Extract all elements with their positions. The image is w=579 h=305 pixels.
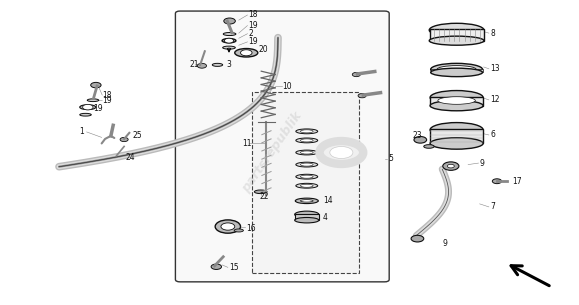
Text: 1: 1: [79, 127, 84, 136]
Ellipse shape: [438, 97, 475, 104]
Bar: [295, 214, 319, 220]
Circle shape: [443, 162, 459, 170]
Ellipse shape: [301, 151, 313, 154]
Ellipse shape: [431, 68, 482, 77]
Circle shape: [91, 82, 101, 88]
Ellipse shape: [87, 99, 99, 102]
Text: 9: 9: [479, 159, 485, 167]
Text: 18: 18: [102, 91, 112, 99]
Ellipse shape: [296, 138, 318, 143]
Ellipse shape: [301, 200, 313, 202]
Ellipse shape: [295, 198, 318, 203]
Text: 20: 20: [258, 45, 268, 54]
Text: 2: 2: [248, 29, 253, 38]
Text: 21: 21: [190, 60, 199, 69]
Ellipse shape: [296, 150, 318, 155]
Circle shape: [83, 104, 93, 110]
Text: 17: 17: [512, 177, 522, 186]
Ellipse shape: [429, 23, 484, 37]
Ellipse shape: [431, 63, 482, 75]
Text: 19: 19: [248, 21, 258, 30]
Text: 19: 19: [94, 104, 103, 113]
Circle shape: [221, 223, 234, 230]
Ellipse shape: [80, 105, 96, 109]
Text: 10: 10: [283, 81, 292, 91]
Text: 12: 12: [490, 95, 500, 104]
Ellipse shape: [212, 63, 223, 66]
Ellipse shape: [430, 101, 483, 111]
Text: 16: 16: [246, 224, 256, 232]
Text: 15: 15: [229, 264, 239, 272]
Circle shape: [225, 38, 233, 43]
Ellipse shape: [296, 183, 318, 188]
Text: 19: 19: [102, 96, 112, 105]
Text: 23: 23: [412, 131, 422, 140]
Ellipse shape: [301, 175, 313, 178]
Circle shape: [358, 94, 366, 98]
Ellipse shape: [295, 211, 319, 218]
Text: 25: 25: [133, 131, 142, 140]
Bar: [252, 92, 358, 273]
Text: 5: 5: [389, 154, 394, 163]
Circle shape: [411, 235, 424, 242]
Ellipse shape: [430, 123, 483, 137]
Text: 24: 24: [125, 153, 135, 162]
Text: 14: 14: [323, 196, 332, 205]
Circle shape: [414, 136, 427, 143]
Text: 6: 6: [490, 131, 495, 139]
Text: 22: 22: [259, 192, 269, 201]
Circle shape: [240, 50, 252, 56]
Text: 9: 9: [443, 239, 448, 248]
Ellipse shape: [296, 162, 318, 167]
Circle shape: [197, 63, 207, 68]
Ellipse shape: [80, 113, 91, 116]
Text: 8: 8: [490, 29, 495, 38]
Text: 11: 11: [242, 139, 252, 148]
Text: 19: 19: [248, 38, 258, 46]
Circle shape: [215, 220, 240, 233]
Ellipse shape: [430, 138, 483, 149]
Ellipse shape: [296, 129, 318, 134]
Circle shape: [448, 164, 455, 168]
Ellipse shape: [234, 48, 258, 57]
Ellipse shape: [301, 184, 313, 187]
Text: partsrepublik: partsrepublik: [240, 110, 305, 195]
Text: 18: 18: [248, 10, 258, 20]
Ellipse shape: [295, 217, 319, 223]
Bar: [430, 129, 483, 143]
Circle shape: [320, 141, 363, 164]
Text: 3: 3: [226, 60, 231, 69]
Ellipse shape: [301, 130, 313, 133]
Bar: [430, 97, 483, 106]
Ellipse shape: [222, 38, 236, 43]
Ellipse shape: [429, 36, 484, 45]
Ellipse shape: [437, 66, 476, 73]
Ellipse shape: [430, 91, 483, 104]
Text: 4: 4: [323, 213, 328, 222]
Ellipse shape: [254, 190, 267, 194]
Bar: [431, 69, 482, 72]
Ellipse shape: [296, 174, 318, 179]
Text: 13: 13: [490, 64, 500, 73]
Circle shape: [120, 137, 128, 142]
Ellipse shape: [301, 163, 313, 166]
Ellipse shape: [223, 33, 236, 36]
Ellipse shape: [301, 139, 313, 142]
Circle shape: [211, 264, 222, 269]
Circle shape: [492, 179, 501, 184]
Circle shape: [224, 18, 235, 24]
Bar: [430, 29, 483, 41]
FancyBboxPatch shape: [175, 11, 389, 282]
Circle shape: [352, 72, 360, 77]
Ellipse shape: [424, 145, 434, 148]
Circle shape: [330, 146, 353, 159]
Text: 7: 7: [490, 203, 495, 211]
Ellipse shape: [223, 46, 235, 49]
Ellipse shape: [234, 229, 243, 232]
